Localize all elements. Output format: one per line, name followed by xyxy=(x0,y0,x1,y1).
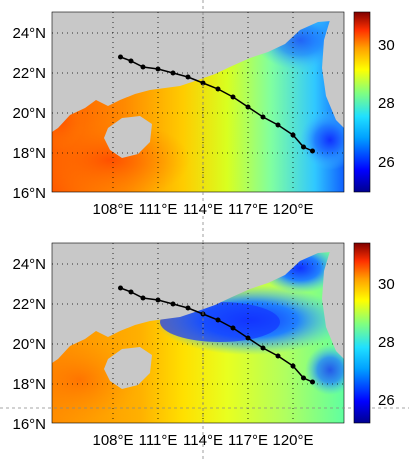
bottom-xtick-108: 108°E xyxy=(92,432,133,449)
track-point xyxy=(215,86,221,92)
bottom-xtick-120: 120°E xyxy=(272,432,313,449)
top-ytick-18: 18°N xyxy=(12,145,46,162)
top-cold-anomaly-east xyxy=(300,110,344,170)
track-point xyxy=(260,114,266,120)
track-point xyxy=(215,317,221,323)
bottom-cold-east xyxy=(305,345,344,395)
track-point xyxy=(310,148,315,154)
top-xtick-117: 117°E xyxy=(228,201,268,218)
top-land-hainan xyxy=(104,116,152,158)
track-point xyxy=(140,295,146,301)
bottom-xtick-114: 114°E xyxy=(183,432,223,449)
track-point xyxy=(310,379,315,385)
track-point xyxy=(185,305,191,311)
track-point xyxy=(245,104,251,110)
top-ytick-24: 24°N xyxy=(12,25,46,42)
track-point xyxy=(170,70,176,76)
top-xtick-111: 111°E xyxy=(139,201,178,218)
bottom-ytick-20: 20°N xyxy=(12,336,46,353)
top-cb-label-26: 26 xyxy=(378,154,395,171)
track-point xyxy=(140,64,146,70)
top-grid xyxy=(52,12,344,192)
top-land-taiwan xyxy=(322,16,344,128)
bottom-xtick-117: 117°E xyxy=(228,432,268,449)
top-xtick-114: 114°E xyxy=(183,201,223,218)
top-map-panel xyxy=(52,12,344,192)
top-land-mainland xyxy=(52,12,344,132)
bottom-cb-label-28: 28 xyxy=(378,334,395,351)
bottom-ytick-22: 22°N xyxy=(12,296,46,313)
bottom-ytick-18: 18°N xyxy=(12,376,46,393)
top-colorbar-gradient xyxy=(353,11,371,193)
track-point xyxy=(118,285,123,291)
bottom-colorbar-gradient xyxy=(353,242,371,424)
top-typhoon-track xyxy=(118,54,315,154)
top-ytick-22: 22°N xyxy=(12,65,46,82)
top-xtick-120: 120°E xyxy=(272,201,313,218)
bottom-ytick-16: 16°N xyxy=(12,416,46,433)
bottom-map-frame xyxy=(51,242,345,424)
top-ytick-16: 16°N xyxy=(12,185,46,202)
top-x-axis-labels: 108°E 111°E 114°E 117°E 120°E xyxy=(92,201,313,218)
track-point xyxy=(275,353,281,359)
track-point xyxy=(301,144,306,150)
top-map-frame xyxy=(51,11,345,193)
track-point xyxy=(155,66,161,72)
top-ytick-20: 20°N xyxy=(12,105,46,122)
bottom-colorbar: 30 28 26 xyxy=(353,242,395,424)
track-point xyxy=(290,363,296,369)
track-point xyxy=(128,289,134,295)
bottom-y-axis-labels: 24°N 22°N 20°N 18°N 16°N xyxy=(12,256,46,433)
track-point xyxy=(290,132,296,138)
top-cb-label-28: 28 xyxy=(378,95,395,112)
bottom-ytick-24: 24°N xyxy=(12,256,46,273)
top-xtick-108: 108°E xyxy=(92,201,133,218)
bottom-land-taiwan xyxy=(322,247,344,359)
bottom-x-axis-labels: 108°E 111°E 114°E 117°E 120°E xyxy=(92,432,313,449)
bottom-cb-label-26: 26 xyxy=(378,392,395,409)
bottom-land-mainland xyxy=(52,243,344,363)
bottom-land-hainan xyxy=(104,347,152,389)
track-point xyxy=(155,297,161,303)
top-y-axis-labels: 24°N 22°N 20°N 18°N 16°N xyxy=(12,25,46,202)
top-cb-label-30: 30 xyxy=(378,37,395,54)
track-point xyxy=(200,80,206,86)
track-point xyxy=(260,345,266,351)
track-point xyxy=(245,335,251,341)
track-point xyxy=(230,325,236,331)
track-point xyxy=(301,375,306,381)
track-point xyxy=(170,301,176,307)
track-point xyxy=(230,94,236,100)
top-colorbar: 30 28 26 xyxy=(353,11,395,193)
bottom-cb-label-30: 30 xyxy=(378,276,395,293)
track-point xyxy=(275,122,281,128)
track-point xyxy=(185,74,191,80)
track-point xyxy=(118,54,123,60)
bottom-xtick-111: 111°E xyxy=(139,432,178,449)
bottom-map-panel xyxy=(52,243,344,423)
track-point xyxy=(128,58,134,64)
